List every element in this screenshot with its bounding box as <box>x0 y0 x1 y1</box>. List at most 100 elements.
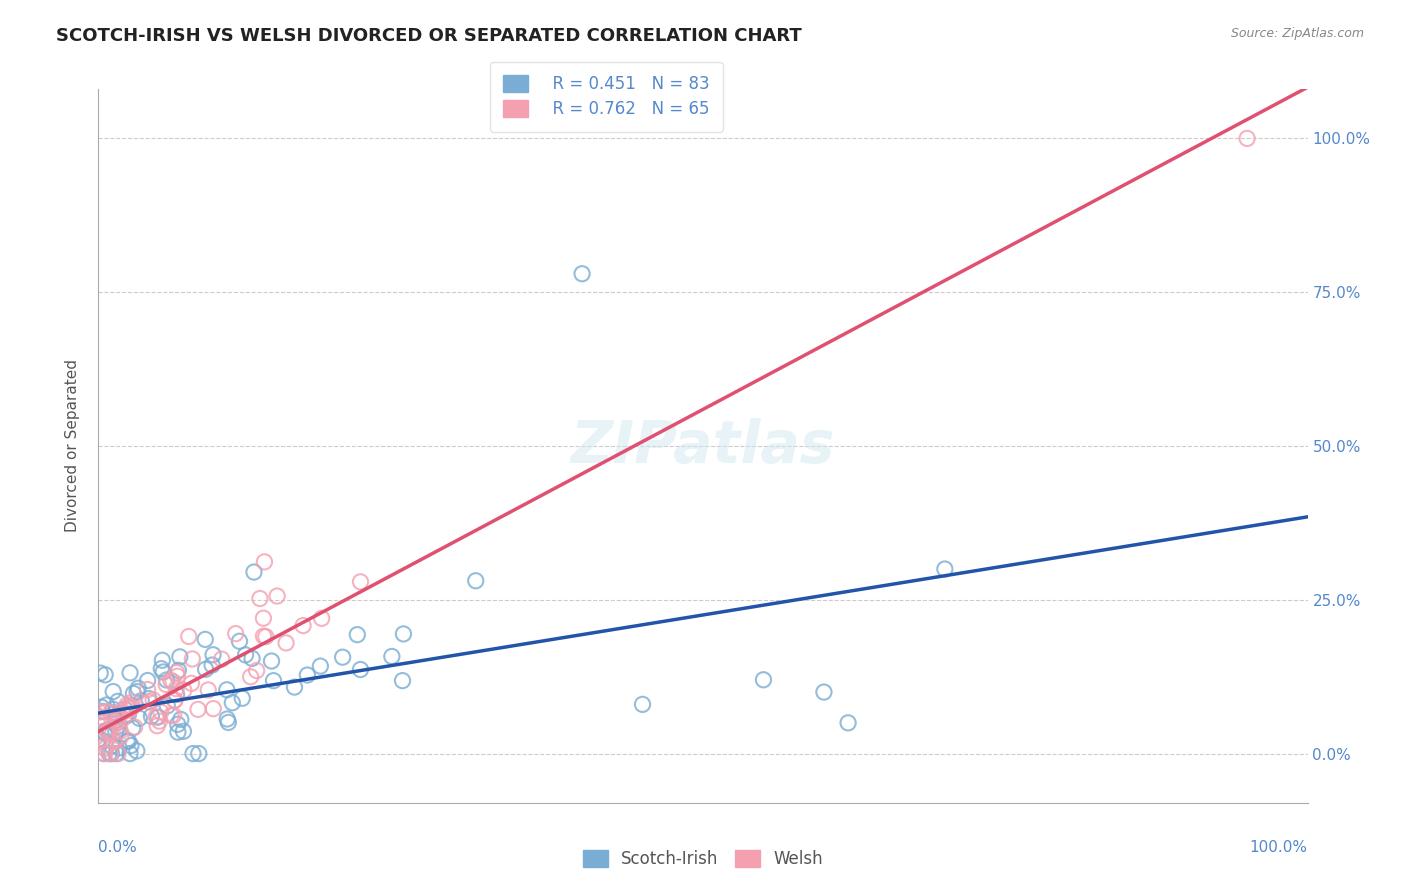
Point <box>392 627 415 641</box>
Point <box>177 630 200 644</box>
Point <box>464 574 486 588</box>
Point <box>187 702 209 716</box>
Point <box>155 677 177 691</box>
Point <box>346 627 368 641</box>
Point <box>114 702 136 716</box>
Point <box>98 747 121 761</box>
Point <box>246 664 269 678</box>
Point <box>225 626 247 640</box>
Point <box>202 701 225 715</box>
Point <box>103 684 125 698</box>
Point <box>120 739 142 753</box>
Point <box>103 735 125 749</box>
Point <box>180 676 202 690</box>
Point <box>217 712 239 726</box>
Point <box>115 709 138 723</box>
Point <box>124 720 146 734</box>
Point <box>571 267 593 281</box>
Point <box>167 725 190 739</box>
Point <box>100 710 122 724</box>
Point <box>107 712 129 726</box>
Text: SCOTCH-IRISH VS WELSH DIVORCED OR SEPARATED CORRELATION CHART: SCOTCH-IRISH VS WELSH DIVORCED OR SEPARA… <box>56 27 801 45</box>
Legend: Scotch-Irish, Welsh: Scotch-Irish, Welsh <box>576 843 830 875</box>
Point <box>167 664 190 678</box>
Point <box>752 673 775 687</box>
Point <box>252 629 274 643</box>
Point <box>104 724 127 739</box>
Point <box>166 665 188 680</box>
Point <box>152 665 174 679</box>
Point <box>107 694 129 708</box>
Point <box>297 668 319 682</box>
Point <box>105 747 128 761</box>
Text: 100.0%: 100.0% <box>1250 839 1308 855</box>
Point <box>263 673 285 688</box>
Point <box>149 705 172 719</box>
Point <box>142 693 165 707</box>
Point <box>125 684 148 698</box>
Point <box>87 731 110 746</box>
Point <box>87 734 110 748</box>
Point <box>136 673 159 688</box>
Point <box>146 719 169 733</box>
Point <box>274 636 297 650</box>
Point <box>94 668 117 682</box>
Point <box>136 682 159 697</box>
Point <box>105 714 128 728</box>
Point <box>155 673 177 687</box>
Point <box>87 705 110 719</box>
Point <box>107 708 129 723</box>
Point <box>100 706 122 720</box>
Point <box>94 726 117 740</box>
Point <box>249 591 271 606</box>
Point <box>197 682 219 697</box>
Point <box>115 698 138 712</box>
Point <box>118 701 141 715</box>
Point <box>129 694 152 708</box>
Point <box>93 747 115 761</box>
Point <box>173 683 195 698</box>
Point <box>165 681 187 696</box>
Point <box>141 709 163 723</box>
Point <box>332 650 354 665</box>
Point <box>104 706 127 720</box>
Point <box>211 652 233 666</box>
Point <box>160 708 183 723</box>
Point <box>93 747 115 761</box>
Point <box>349 663 371 677</box>
Point <box>90 700 112 714</box>
Point <box>121 721 143 735</box>
Point <box>201 658 224 673</box>
Point <box>117 704 139 718</box>
Point <box>117 707 139 722</box>
Y-axis label: Divorced or Separated: Divorced or Separated <box>65 359 80 533</box>
Point <box>934 562 956 576</box>
Point <box>138 695 160 709</box>
Point <box>107 708 129 723</box>
Text: ZIPatlas: ZIPatlas <box>571 417 835 475</box>
Point <box>170 713 193 727</box>
Point <box>118 698 141 713</box>
Point <box>172 724 194 739</box>
Point <box>231 691 253 706</box>
Point <box>111 704 134 718</box>
Point <box>105 715 128 730</box>
Point <box>91 705 114 719</box>
Point <box>93 724 115 739</box>
Point <box>128 711 150 725</box>
Point <box>101 726 124 740</box>
Point <box>127 681 149 696</box>
Point <box>150 653 173 667</box>
Point <box>91 733 114 747</box>
Point <box>202 648 225 662</box>
Point <box>118 747 141 761</box>
Point <box>159 673 181 688</box>
Point <box>166 688 188 702</box>
Point <box>163 708 186 723</box>
Point <box>122 686 145 700</box>
Point <box>217 715 239 730</box>
Point <box>166 717 188 731</box>
Point <box>221 696 243 710</box>
Point <box>103 702 125 716</box>
Point <box>96 724 118 739</box>
